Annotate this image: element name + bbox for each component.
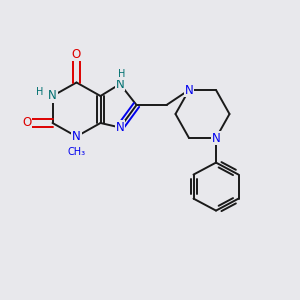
Text: CH₃: CH₃ bbox=[68, 147, 85, 157]
Text: N: N bbox=[184, 83, 194, 97]
Text: N: N bbox=[48, 89, 57, 103]
Text: N: N bbox=[116, 77, 124, 91]
Text: O: O bbox=[22, 116, 32, 130]
Text: H: H bbox=[36, 87, 43, 98]
Text: O: O bbox=[72, 47, 81, 61]
Text: N: N bbox=[72, 130, 81, 143]
Text: N: N bbox=[116, 121, 124, 134]
Text: H: H bbox=[118, 69, 125, 79]
Text: N: N bbox=[212, 131, 220, 145]
